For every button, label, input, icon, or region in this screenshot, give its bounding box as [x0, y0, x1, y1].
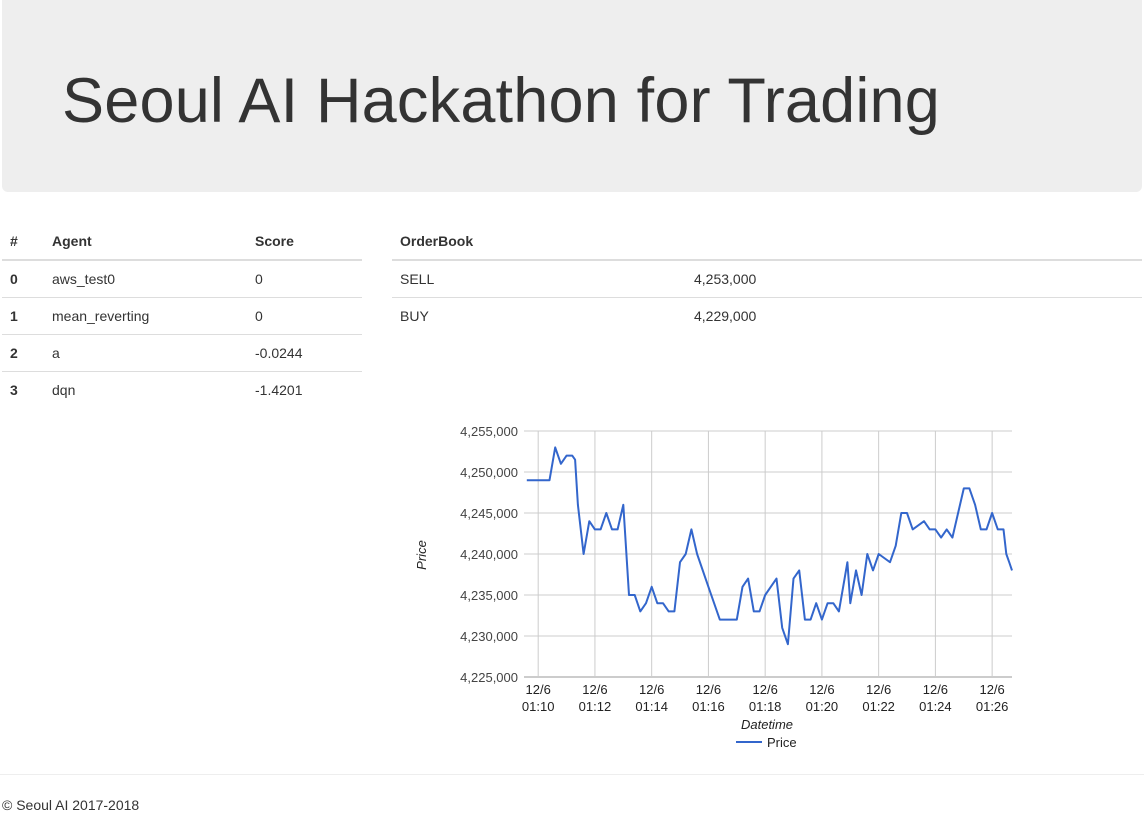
- table-row: 2 a -0.0244: [2, 333, 362, 371]
- x-tick-date: 12/6: [526, 682, 551, 697]
- header-banner: Seoul AI Hackathon for Trading: [2, 0, 1142, 192]
- orderbook-header-row: OrderBook: [392, 223, 1142, 261]
- footer-divider: [0, 774, 1144, 775]
- row-index: 1: [2, 296, 44, 334]
- orderbook-side: SELL: [400, 270, 435, 287]
- x-tick-time: 01:12: [579, 699, 612, 714]
- x-axis-label: Datetime: [741, 717, 793, 732]
- orderbook-price: 4,253,000: [694, 270, 757, 287]
- column-header-index: #: [2, 223, 44, 261]
- price-line: [526, 446, 1013, 646]
- agent-name: dqn: [44, 370, 247, 408]
- x-tick-time: 01:26: [976, 699, 1009, 714]
- orderbook-price: 4,229,000: [686, 296, 1142, 334]
- orderbook-table: OrderBook SELL 4,253,000 BUY 4,229,000: [392, 223, 1142, 334]
- agents-table: # Agent Score 0 aws_test0 0 1 mean_rever…: [2, 223, 362, 408]
- row-index: 3: [2, 370, 44, 408]
- y-tick-label: 4,230,000: [460, 629, 518, 644]
- orderbook-heading: OrderBook: [392, 223, 1142, 261]
- agent-name: a: [44, 333, 247, 371]
- row-index: 0: [10, 270, 18, 287]
- x-tick-date: 12/6: [923, 682, 948, 697]
- x-tick-date: 12/6: [696, 682, 721, 697]
- y-tick-label: 4,235,000: [460, 588, 518, 603]
- x-tick-time: 01:22: [862, 699, 895, 714]
- y-tick-label: 4,255,000: [460, 424, 518, 439]
- y-tick-label: 4,240,000: [460, 547, 518, 562]
- chart-legend: Price: [736, 735, 797, 750]
- price-chart-container: 4,255,000 4,250,000 4,245,000 4,240,000 4,23…: [410, 415, 1030, 755]
- x-tick-date: 12/6: [582, 682, 607, 697]
- x-tick-date: 12/6: [866, 682, 891, 697]
- x-tick-date: 12/6: [809, 682, 834, 697]
- orderbook-row-buy: BUY 4,229,000: [392, 296, 1142, 334]
- orderbook-side: BUY: [392, 296, 686, 334]
- legend-label: Price: [767, 735, 797, 750]
- row-index: 2: [2, 333, 44, 371]
- price-chart: 4,255,000 4,250,000 4,245,000 4,240,000 4,23…: [414, 424, 1013, 750]
- agent-score: 0: [247, 296, 362, 334]
- x-tick-time: 01:16: [692, 699, 725, 714]
- column-header-agent: Agent: [44, 223, 247, 261]
- y-axis-label: Price: [414, 540, 429, 570]
- footer-copyright: © Seoul AI 2017-2018: [2, 797, 140, 813]
- orderbook-row-sell: SELL 4,253,000: [392, 260, 1142, 297]
- agent-name: aws_test0: [52, 270, 116, 287]
- y-tick-label: 4,250,000: [460, 465, 518, 480]
- agent-score: -1.4201: [247, 370, 362, 408]
- x-tick-time: 01:24: [919, 699, 952, 714]
- x-tick-date: 12/6: [753, 682, 778, 697]
- agents-table-header: # Agent Score: [2, 223, 362, 261]
- table-row: 1 mean_reverting 0: [2, 296, 362, 334]
- agent-score: -0.0244: [247, 333, 362, 371]
- agent-score: 0: [255, 270, 263, 287]
- x-tick-time: 01:18: [749, 699, 782, 714]
- x-tick-time: 01:20: [806, 699, 839, 714]
- x-tick-time: 01:14: [635, 699, 668, 714]
- table-row: 3 dqn -1.4201: [2, 370, 362, 408]
- x-tick-date: 12/6: [639, 682, 664, 697]
- page-title: Seoul AI Hackathon for Trading: [62, 66, 941, 136]
- agent-name: mean_reverting: [44, 296, 247, 334]
- x-tick-time: 01:10: [522, 699, 555, 714]
- x-tick-date: 12/6: [979, 682, 1004, 697]
- column-header-score: Score: [247, 223, 362, 261]
- table-row: 0 aws_test0 0: [2, 260, 362, 297]
- y-tick-label: 4,245,000: [460, 506, 518, 521]
- y-tick-label: 4,225,000: [460, 670, 518, 685]
